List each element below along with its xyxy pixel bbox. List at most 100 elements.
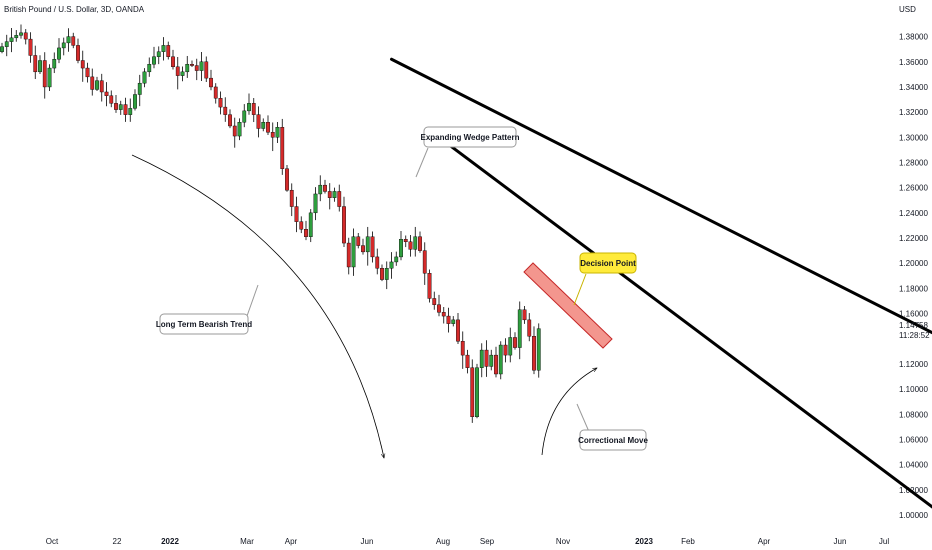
correctional-move-callout[interactable]: Correctional Move	[578, 429, 648, 451]
candle-down[interactable]	[437, 304, 441, 313]
candle-up[interactable]	[147, 64, 152, 73]
candle-down[interactable]	[194, 65, 199, 71]
candle-up[interactable]	[47, 67, 52, 88]
candle-down[interactable]	[503, 344, 508, 356]
candle-down[interactable]	[446, 315, 451, 324]
candle-down[interactable]	[289, 189, 294, 207]
candle-down[interactable]	[484, 349, 489, 367]
candle-up[interactable]	[14, 35, 19, 39]
candle-down[interactable]	[403, 239, 408, 243]
candle-down[interactable]	[213, 86, 218, 99]
candle-down[interactable]	[99, 80, 104, 93]
candle-up[interactable]	[152, 56, 156, 65]
candle-up[interactable]	[413, 236, 418, 250]
candle-down[interactable]	[422, 250, 427, 274]
candle-up[interactable]	[9, 37, 14, 42]
candle-down[interactable]	[33, 55, 38, 73]
candle-down[interactable]	[42, 60, 47, 88]
candle-up[interactable]	[313, 193, 318, 214]
candle-up[interactable]	[66, 36, 71, 44]
candle-down[interactable]	[218, 98, 223, 108]
candle-down[interactable]	[294, 206, 299, 222]
candle-down[interactable]	[223, 106, 228, 115]
candle-down[interactable]	[270, 132, 275, 138]
candle-down[interactable]	[23, 32, 28, 40]
candle-down[interactable]	[522, 309, 527, 321]
candle-up[interactable]	[128, 108, 133, 115]
candle-up[interactable]	[161, 45, 166, 52]
candle-down[interactable]	[285, 168, 289, 191]
candle-up[interactable]	[137, 82, 142, 95]
candle-up[interactable]	[185, 64, 190, 73]
candle-down[interactable]	[441, 312, 446, 317]
candle-up[interactable]	[19, 32, 23, 36]
candle-down[interactable]	[532, 336, 536, 371]
candle-down[interactable]	[299, 221, 304, 230]
candle-down[interactable]	[494, 354, 498, 375]
candle-up[interactable]	[133, 94, 137, 109]
candle-down[interactable]	[513, 337, 517, 348]
wedge-upper-trendline[interactable]	[390, 57, 932, 398]
candle-down[interactable]	[204, 61, 209, 79]
candle-down[interactable]	[166, 45, 171, 57]
candle-down[interactable]	[266, 121, 270, 133]
wedge-lower-trendline[interactable]	[437, 135, 932, 509]
wedge-pattern-callout[interactable]: Expanding Wedge Pattern	[421, 126, 520, 148]
candle-down[interactable]	[470, 367, 475, 418]
candle-down[interactable]	[342, 206, 346, 244]
candle-down[interactable]	[85, 67, 90, 78]
candle-up[interactable]	[475, 367, 479, 418]
candle-down[interactable]	[123, 104, 128, 115]
candle-down[interactable]	[256, 114, 261, 129]
candle-up[interactable]	[156, 51, 161, 57]
candle-down[interactable]	[190, 64, 194, 66]
time-axis[interactable]: Oct 22 2022 Mar Apr Jun Aug Sep Nov 2023 Feb Apr Jun…	[46, 537, 890, 546]
candle-down[interactable]	[80, 60, 85, 69]
candle-down[interactable]	[370, 236, 375, 258]
candle-down[interactable]	[28, 38, 33, 56]
candle-down[interactable]	[408, 241, 413, 250]
candle-down[interactable]	[323, 184, 327, 192]
candle-down[interactable]	[432, 298, 437, 305]
candle-up[interactable]	[275, 127, 280, 138]
candle-up[interactable]	[118, 104, 123, 110]
candle-up[interactable]	[451, 319, 456, 324]
candle-down[interactable]	[460, 341, 465, 356]
candle-up[interactable]	[536, 328, 541, 371]
candle-down[interactable]	[232, 125, 237, 137]
candle-up[interactable]	[399, 239, 403, 258]
candle-up[interactable]	[199, 61, 204, 71]
candle-down[interactable]	[361, 245, 365, 253]
candle-up[interactable]	[0, 46, 4, 52]
candle-down[interactable]	[109, 95, 114, 104]
candle-down[interactable]	[228, 114, 232, 127]
candle-up[interactable]	[394, 256, 399, 263]
candle-up[interactable]	[61, 42, 66, 49]
candle-up[interactable]	[52, 59, 57, 69]
decision-zone-rectangle[interactable]	[523, 262, 613, 349]
candle-down[interactable]	[304, 229, 308, 237]
candle-down[interactable]	[251, 103, 256, 115]
candle-down[interactable]	[104, 91, 109, 96]
candle-up[interactable]	[142, 71, 147, 84]
price-axis[interactable]: USD 1.38000 1.36000 1.34000 1.32000 1.30000 1…	[899, 5, 928, 520]
candle-up[interactable]	[95, 80, 99, 90]
candle-down[interactable]	[456, 319, 460, 342]
candle-down[interactable]	[175, 66, 180, 76]
candle-down[interactable]	[71, 36, 76, 46]
candle-up[interactable]	[508, 337, 513, 356]
candle-up[interactable]	[389, 261, 394, 269]
candle-down[interactable]	[280, 127, 285, 169]
candle-up[interactable]	[351, 236, 356, 268]
decision-point-callout[interactable]: Decision Point	[579, 252, 637, 274]
candle-down[interactable]	[171, 56, 175, 68]
candle-down[interactable]	[375, 256, 380, 269]
bearish-trend-arc-arrow[interactable]	[131, 154, 384, 458]
candle-up[interactable]	[479, 349, 484, 368]
candle-down[interactable]	[76, 45, 80, 61]
candle-up[interactable]	[261, 121, 266, 129]
candle-down[interactable]	[337, 191, 342, 207]
candle-down[interactable]	[209, 77, 213, 88]
candle-up[interactable]	[308, 212, 313, 237]
